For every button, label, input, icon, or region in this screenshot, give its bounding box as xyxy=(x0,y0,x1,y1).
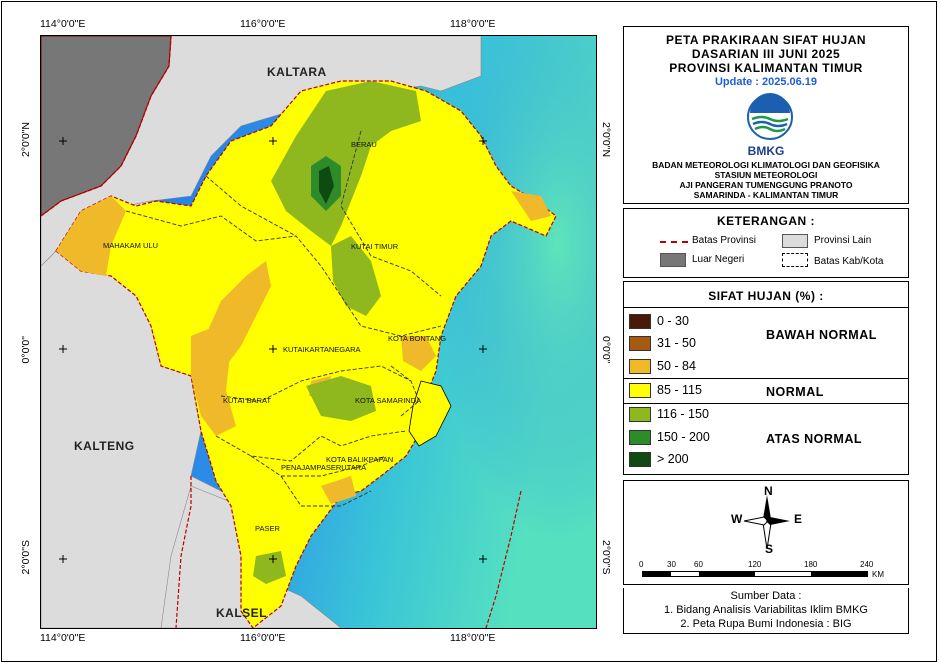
classes-heading: SIFAT HUJAN (%) : xyxy=(708,289,824,303)
class-label: 116 - 150 xyxy=(657,407,709,421)
class-row: 116 - 150 xyxy=(624,404,908,426)
coord-bottom-118: 118°0'0"E xyxy=(450,632,496,644)
coord-right-2n: 2°0'0"N xyxy=(600,122,612,158)
compass-n: N xyxy=(764,484,773,498)
org-line1: BADAN METEOROLOGI KLIMATOLOGI DAN GEOFIS… xyxy=(652,160,880,170)
class-swatch xyxy=(629,452,651,467)
source-heading: Sumber Data : xyxy=(730,590,802,602)
label-kota-samarinda: KOTA SAMARINDA xyxy=(355,396,422,405)
province-border-icon xyxy=(660,241,688,243)
label-kutai-kartanegara: KUTAIKARTANEGARA xyxy=(283,345,361,354)
label-kutai-barat: KUTAI BARAT xyxy=(223,396,272,405)
label-kalsel: KALSEL xyxy=(216,606,267,620)
coord-top-118: 118°0'0"E xyxy=(450,18,496,30)
scale-unit: KM xyxy=(872,570,884,579)
compass-e: E xyxy=(794,512,803,526)
label-berau: BERAU xyxy=(351,140,377,149)
compass-s: S xyxy=(765,542,774,556)
scale-tick-120: 120 xyxy=(748,560,762,569)
class-label: > 200 xyxy=(657,452,689,466)
compass-scale-panel: N S W E 0 30 60 120 180 240 KM xyxy=(623,480,909,585)
coord-left-2n: 2°0'0"N xyxy=(20,122,32,158)
class-swatch xyxy=(629,430,651,445)
group-normal: NORMAL xyxy=(766,385,824,399)
coord-left-2s: 2°0'0"S xyxy=(20,540,32,575)
legend-provinsi-lain: Provinsi Lain xyxy=(814,235,872,246)
class-label: 31 - 50 xyxy=(657,336,696,350)
title-panel: PETA PRAKIRAAN SIFAT HUJAN DASARIAN III … xyxy=(623,26,909,204)
source-panel: Sumber Data : 1. Bidang Analisis Variabi… xyxy=(623,588,909,634)
legend-luar-negeri: Luar Negeri xyxy=(692,254,745,265)
class-swatch xyxy=(629,314,651,329)
label-kalteng: KALTENG xyxy=(74,439,135,453)
class-row: 0 - 30 xyxy=(624,311,908,333)
legend-panel: KETERANGAN : Batas Provinsi Provinsi Lai… xyxy=(623,208,909,278)
class-label: 85 - 115 xyxy=(657,383,702,397)
compass-w: W xyxy=(731,512,743,526)
class-swatch xyxy=(629,336,651,351)
class-row: 150 - 200 xyxy=(624,427,908,449)
coord-bottom-114: 114°0'0"E xyxy=(40,632,86,644)
label-mahakam-ulu: MAHAKAM ULU xyxy=(103,241,159,250)
scale-tick-30: 30 xyxy=(667,560,676,569)
scale-bar xyxy=(642,571,868,577)
coord-right-2s: 2°0'0"S xyxy=(600,540,612,575)
source-line1: 1. Bidang Analisis Variabilitas Iklim BM… xyxy=(664,604,868,616)
org-line3: AJI PANGERAN TUMENGGUNG PRANOTO xyxy=(679,180,853,190)
title-line1: PETA PRAKIRAAN SIFAT HUJAN xyxy=(665,33,867,47)
group-above-normal: ATAS NORMAL xyxy=(766,432,862,446)
scale-tick-180: 180 xyxy=(804,560,818,569)
legend-batas-kab: Batas Kab/Kota xyxy=(814,256,884,267)
label-penajam: PENAJAMPASERUTARA xyxy=(281,463,367,472)
scale-tick-0: 0 xyxy=(639,560,644,569)
update-date: Update : 2025.06.19 xyxy=(714,76,818,88)
title-line3: PROVINSI KALIMANTAN TIMUR xyxy=(669,61,863,75)
scale-tick-240: 240 xyxy=(860,560,874,569)
bmkg-logo-icon xyxy=(746,93,794,141)
other-province-swatch xyxy=(782,234,808,248)
class-label: 150 - 200 xyxy=(657,430,710,444)
class-row: 50 - 84 xyxy=(624,356,908,378)
district-border-icon xyxy=(782,253,808,267)
coord-left-0: 0°0'0" xyxy=(20,336,32,364)
legend-batas-provinsi: Batas Provinsi xyxy=(692,235,756,246)
source-line2: 2. Peta Rupa Bumi Indonesia : BIG xyxy=(680,618,852,630)
coord-right-0: 0°0'0" xyxy=(600,336,612,364)
class-swatch xyxy=(629,383,651,398)
group-below-normal: BAWAH NORMAL xyxy=(766,328,877,342)
class-row: > 200 xyxy=(624,449,908,471)
org-line4: SAMARINDA - KALIMANTAN TIMUR xyxy=(693,190,839,200)
org-line2: STASIUN METEOROLOGI xyxy=(714,170,818,180)
rainfall-map xyxy=(41,36,596,628)
label-kota-bontang: KOTA BONTANG xyxy=(388,334,447,343)
coord-bottom-116: 116°0'0"E xyxy=(240,632,286,644)
kaltim-province xyxy=(55,80,557,628)
class-label: 50 - 84 xyxy=(657,359,696,373)
label-kota-balikpapan: KOTA BALIKPAPAN xyxy=(326,455,394,464)
label-kaltara: KALTARA xyxy=(267,65,327,79)
foreign-swatch xyxy=(660,253,686,267)
class-swatch xyxy=(629,407,651,422)
coord-top-116: 116°0'0"E xyxy=(240,18,286,30)
map-area[interactable]: KALTARA KALTENG KALSEL BERAU MAHAKAM ULU… xyxy=(40,35,597,629)
class-label: 0 - 30 xyxy=(657,314,689,328)
label-paser: PASER xyxy=(255,524,280,533)
rainfall-class-panel: SIFAT HUJAN (%) : 0 - 30 31 - 50 50 - 84… xyxy=(623,281,909,475)
legend-heading: KETERANGAN : xyxy=(717,214,815,228)
title-line2: DASARIAN III JUNI 2025 xyxy=(691,47,841,61)
bmkg-logo-text: BMKG xyxy=(747,144,785,158)
class-row: 85 - 115 xyxy=(624,380,908,402)
class-row: 31 - 50 xyxy=(624,333,908,355)
label-kutai-timur: KUTAI TIMUR xyxy=(351,242,399,251)
scale-tick-60: 60 xyxy=(694,560,703,569)
class-swatch xyxy=(629,359,651,374)
coord-top-114: 114°0'0"E xyxy=(40,18,86,30)
compass-icon xyxy=(742,491,792,551)
